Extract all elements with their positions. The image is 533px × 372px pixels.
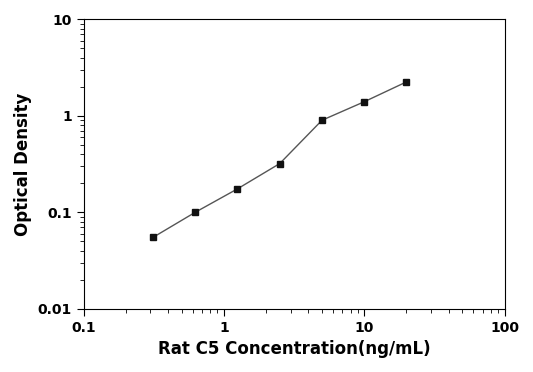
Y-axis label: Optical Density: Optical Density (14, 92, 32, 236)
X-axis label: Rat C5 Concentration(ng/mL): Rat C5 Concentration(ng/mL) (158, 340, 430, 358)
